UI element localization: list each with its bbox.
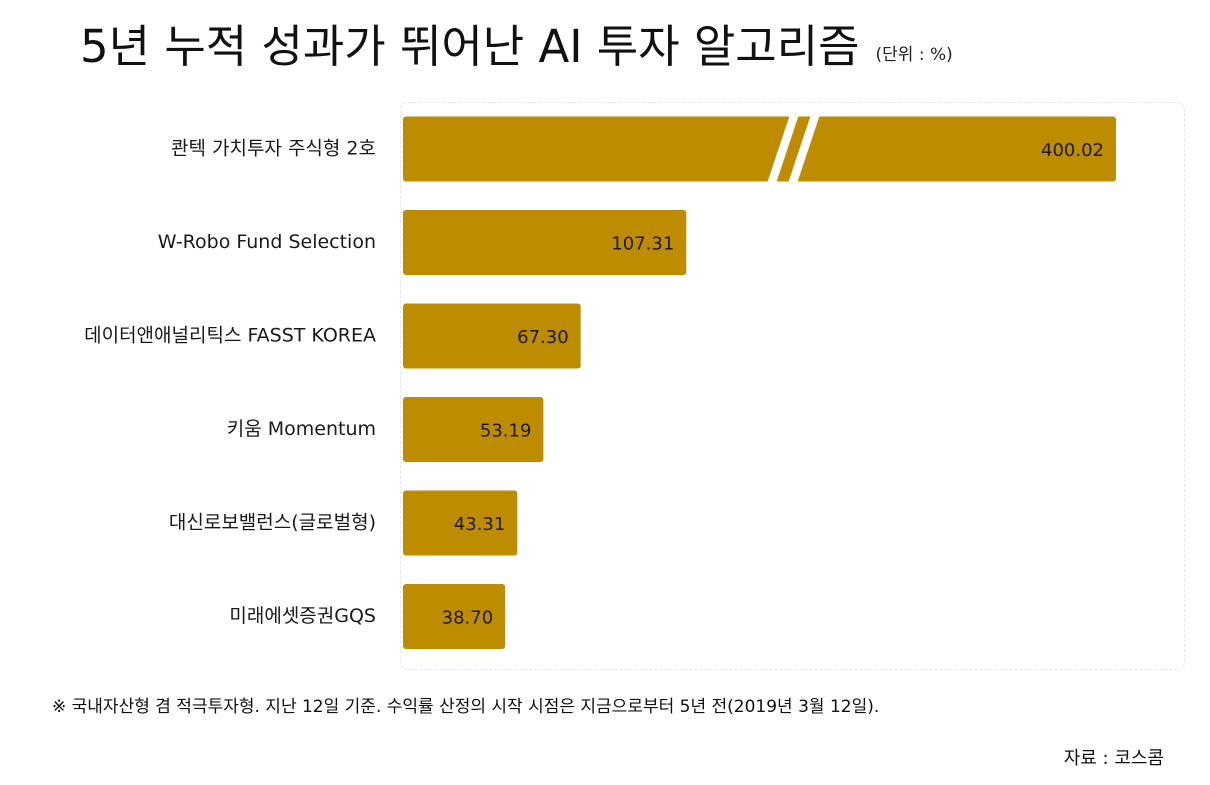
value-label: 107.31 <box>611 234 674 255</box>
value-label: 400.02 <box>1041 140 1104 161</box>
chart-title-row: 5년 누적 성과가 뛰어난 AI 투자 알고리즘 (단위 : %) <box>80 10 953 75</box>
bar-3 <box>403 397 544 462</box>
category-label: 키움 Momentum <box>227 418 376 440</box>
bar-4 <box>403 490 518 556</box>
value-label: 43.31 <box>454 514 506 535</box>
footnote: ※ 국내자산형 겸 적극투자형. 지난 12일 기준. 수익률 산정의 시작 시… <box>52 697 880 717</box>
axis-break-mark <box>788 114 820 184</box>
category-label: 대신로보밸런스(글로벌형) <box>169 512 376 534</box>
category-label: W-Robo Fund Selection <box>158 231 376 253</box>
chart-title: 5년 누적 성과가 뛰어난 AI 투자 알고리즘 <box>80 20 860 73</box>
value-label: 67.30 <box>517 327 569 348</box>
bar-2 <box>403 303 581 369</box>
plot-frame <box>400 102 1185 670</box>
value-label: 53.19 <box>480 421 532 442</box>
category-label: 콴텍 가치투자 주식형 2호 <box>171 138 376 160</box>
axis-break-mark <box>767 114 799 184</box>
bar-1 <box>403 210 687 275</box>
category-label: 미래에셋증권GQS <box>229 605 376 627</box>
category-label: 데이터앤애널리틱스 FASST KOREA <box>84 325 376 347</box>
source-note: 자료 : 코스콤 <box>1063 748 1164 769</box>
value-label: 38.70 <box>442 608 494 629</box>
bar-5 <box>403 584 506 649</box>
bar-0 <box>403 116 1116 182</box>
unit-label: (단위 : %) <box>875 45 953 65</box>
